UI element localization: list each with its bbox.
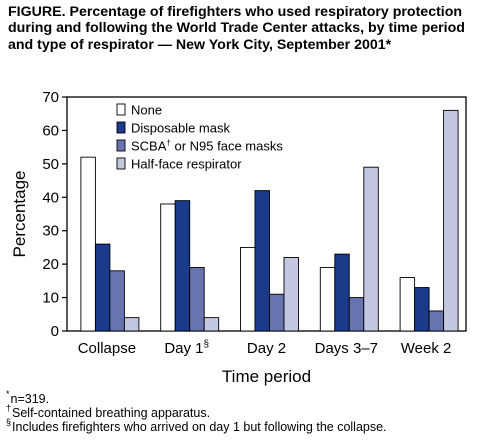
category-label: Week 2 bbox=[401, 340, 452, 357]
bar bbox=[414, 287, 430, 332]
legend-label: Half-face respirator bbox=[131, 157, 242, 172]
bar bbox=[109, 270, 125, 332]
y-tick-label: 60 bbox=[42, 122, 59, 139]
y-tick-label: 30 bbox=[42, 223, 59, 240]
bar bbox=[363, 166, 379, 332]
legend-label: None bbox=[131, 103, 162, 118]
legend-label: SCBA† or N95 face masks bbox=[131, 139, 283, 154]
bar bbox=[443, 109, 459, 332]
bar bbox=[399, 277, 416, 332]
bar bbox=[240, 246, 256, 332]
y-axis-title: Percentage bbox=[10, 171, 29, 258]
bar bbox=[174, 200, 191, 332]
bar bbox=[254, 190, 270, 332]
legend-mark: † bbox=[166, 139, 170, 148]
category-label: Days 3–7 bbox=[315, 340, 378, 357]
y-tick-label: 20 bbox=[42, 256, 59, 273]
category-label: Day 1§ bbox=[164, 339, 209, 357]
category-label: Day 2 bbox=[247, 340, 286, 357]
y-tick-label: 50 bbox=[42, 156, 59, 173]
bar bbox=[203, 317, 220, 332]
bar bbox=[94, 243, 111, 332]
legend-swatch bbox=[116, 139, 126, 152]
category-mark: § bbox=[204, 339, 210, 350]
bar bbox=[283, 257, 299, 332]
y-tick-label: 40 bbox=[42, 189, 59, 206]
category-label: Collapse bbox=[78, 340, 136, 357]
y-tick-label: 0 bbox=[51, 323, 59, 340]
bar-chart: 0 10 20 30 40 50 60 70 Percentage Collapse Day 1§ D… bbox=[10, 89, 467, 386]
footnotes: *n=319. †Self-contained breathing appara… bbox=[6, 388, 472, 434]
footnote-n: *n=319. bbox=[6, 388, 50, 406]
figure-title: FIGURE. Percentage of firefighters who u… bbox=[8, 4, 465, 53]
x-axis-title: Time period bbox=[222, 367, 311, 386]
bar bbox=[189, 267, 205, 332]
y-tick-label: 70 bbox=[42, 89, 59, 106]
legend-swatch bbox=[116, 103, 126, 116]
footnote-day1: §Includes firefighters who arrived on da… bbox=[6, 416, 387, 434]
bar bbox=[319, 267, 336, 332]
bar bbox=[160, 203, 176, 332]
footnote-scba: †Self-contained breathing apparatus. bbox=[6, 402, 211, 420]
bar bbox=[334, 253, 350, 332]
bar bbox=[269, 293, 285, 332]
bar bbox=[428, 310, 445, 332]
legend-swatch bbox=[116, 157, 126, 170]
bar bbox=[80, 156, 96, 332]
y-tick-label: 10 bbox=[42, 290, 59, 307]
bar bbox=[123, 317, 140, 332]
legend-label-suffix: or N95 face masks bbox=[171, 139, 283, 154]
legend-label: Disposable mask bbox=[131, 121, 230, 136]
bar bbox=[348, 297, 365, 332]
legend-swatch bbox=[116, 121, 126, 134]
